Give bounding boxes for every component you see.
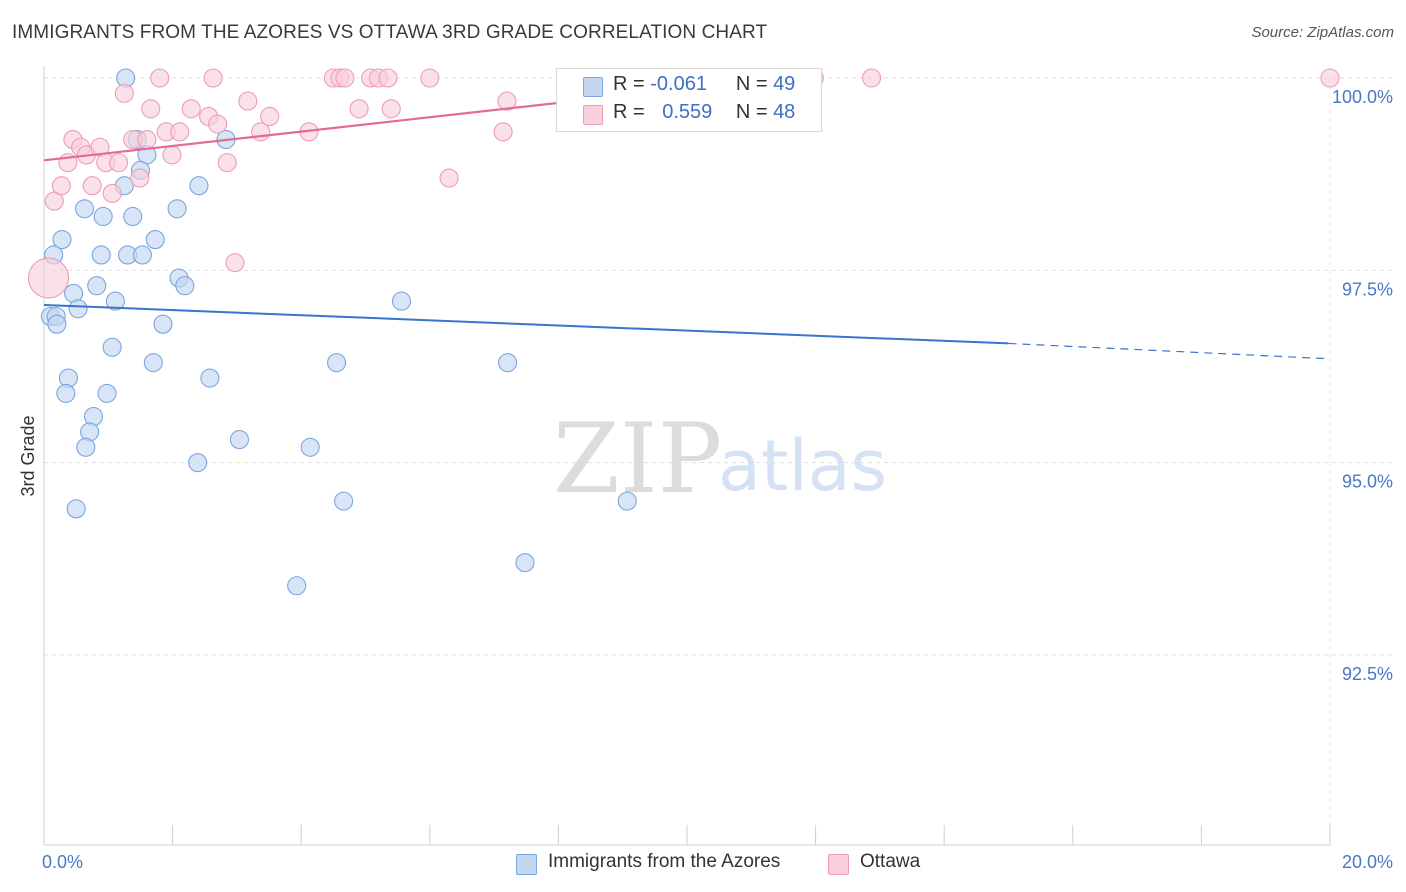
data-points [27,68,1340,596]
azores-point-21 [105,291,125,311]
series-swatch-ottawa [828,854,849,875]
legend-n-value-azores: 49 [773,73,796,95]
x-tick-label-0: 0.0% [42,852,83,872]
ottawa-point-20 [170,122,190,142]
azores-point-29 [97,383,117,403]
legend-r-label: R = [613,73,645,95]
ottawa-point-37 [378,68,398,88]
y-tick-label-1: 95.0% [1342,472,1393,492]
azores-point-11 [52,230,72,250]
azores-point-9 [189,176,209,196]
azores-point-5 [74,199,95,219]
ottawa-point-27 [238,91,258,111]
azores-point-33 [327,353,347,373]
ottawa-point-14 [130,168,150,188]
series-name-azores: Immigrants from the Azores [548,851,781,872]
azores-point-7 [123,206,143,227]
ottawa-point-29 [260,106,280,127]
ottawa-point-42 [497,91,517,111]
azores-point-18 [175,276,195,296]
legend-n-label: N = [735,101,768,123]
azores-point-39 [300,437,320,457]
azores-point-41 [334,491,354,511]
azores-point-31 [143,353,163,373]
ottawa-point-33 [335,68,355,88]
azores-point-8 [167,199,187,219]
legend-swatch-ottawa [583,105,603,125]
x-tick-label-1: 20.0% [1342,852,1393,872]
ottawa-point-34 [349,99,369,119]
watermark: ZIP atlas [553,403,887,515]
azores-point-34 [229,430,250,450]
azores-point-45 [515,553,535,573]
ottawa-point-39 [420,68,440,88]
legend-n-value-ottawa: 48 [773,101,796,123]
series-name-ottawa: Ottawa [860,851,921,872]
ottawa-point-10 [102,183,122,203]
ottawa-point-19 [162,145,182,165]
watermark-zip: ZIP [553,403,722,515]
ottawa-point-41 [493,122,513,142]
azores-point-40 [66,499,86,519]
ottawa-point-46 [861,68,882,88]
ottawa-point-26 [225,253,245,273]
trend-line-azores-dashed [1008,342,1331,360]
legend-r-value-ottawa: 0.559 [662,101,713,123]
ottawa-point-38 [381,99,401,119]
legend-n-label: N = [735,73,768,95]
y-axis-label: 3rd Grade [18,415,38,496]
azores-point-22 [68,299,88,319]
ottawa-point-15 [137,129,157,150]
correlation-legend: R = -0.061 N = 49 R = 0.559 N = 48 [556,68,822,132]
azores-point-20 [87,276,107,296]
azores-point-38 [188,453,208,473]
azores-point-28 [56,383,76,403]
ottawa-point-2 [51,176,71,196]
azores-point-13 [91,245,111,265]
legend-r-label: R = [613,101,645,123]
azores-point-25 [47,314,67,334]
ottawa-point-12 [114,83,134,103]
axes [43,66,1331,846]
legend-r-value-azores: -0.061 [650,73,707,95]
ottawa-point-7 [82,176,102,196]
azores-point-43 [391,291,412,311]
ottawa-point-47 [1320,68,1340,88]
gridlines [44,77,1392,845]
ottawa-point-24 [208,114,228,134]
trend-line-azores [43,303,1009,345]
azores-point-16 [145,230,165,250]
watermark-atlas: atlas [718,425,887,507]
azores-point-32 [200,368,220,388]
y-tick-label-3: 100.0% [1332,87,1393,107]
source-label: Source: ZipAtlas.com [1251,24,1394,41]
azores-point-37 [76,437,96,457]
azores-point-44 [498,353,518,373]
azores-point-15 [132,245,152,265]
ottawa-point-21 [181,99,201,119]
ottawa-point-25 [217,153,237,173]
tick-labels: 92.5% 95.0% 97.5% 100.0% 0.0% 20.0% [42,87,1393,872]
azores-point-46 [617,491,637,511]
y-tick-label-2: 97.5% [1342,279,1393,299]
ottawa-point-0 [27,257,70,299]
azores-point-42 [287,576,307,596]
ottawa-point-17 [150,68,170,88]
y-tick-label-0: 92.5% [1342,664,1393,684]
ottawa-point-23 [203,68,223,88]
azores-point-6 [93,206,113,227]
ottawa-point-40 [439,168,459,188]
chart-title: IMMIGRANTS FROM THE AZORES VS OTTAWA 3RD… [12,22,768,43]
azores-point-26 [153,314,173,334]
ottawa-point-16 [141,99,161,119]
legend-swatch-azores [583,77,603,97]
azores-point-30 [102,337,122,357]
series-swatch-azores [516,854,537,875]
ottawa-point-11 [109,153,129,173]
